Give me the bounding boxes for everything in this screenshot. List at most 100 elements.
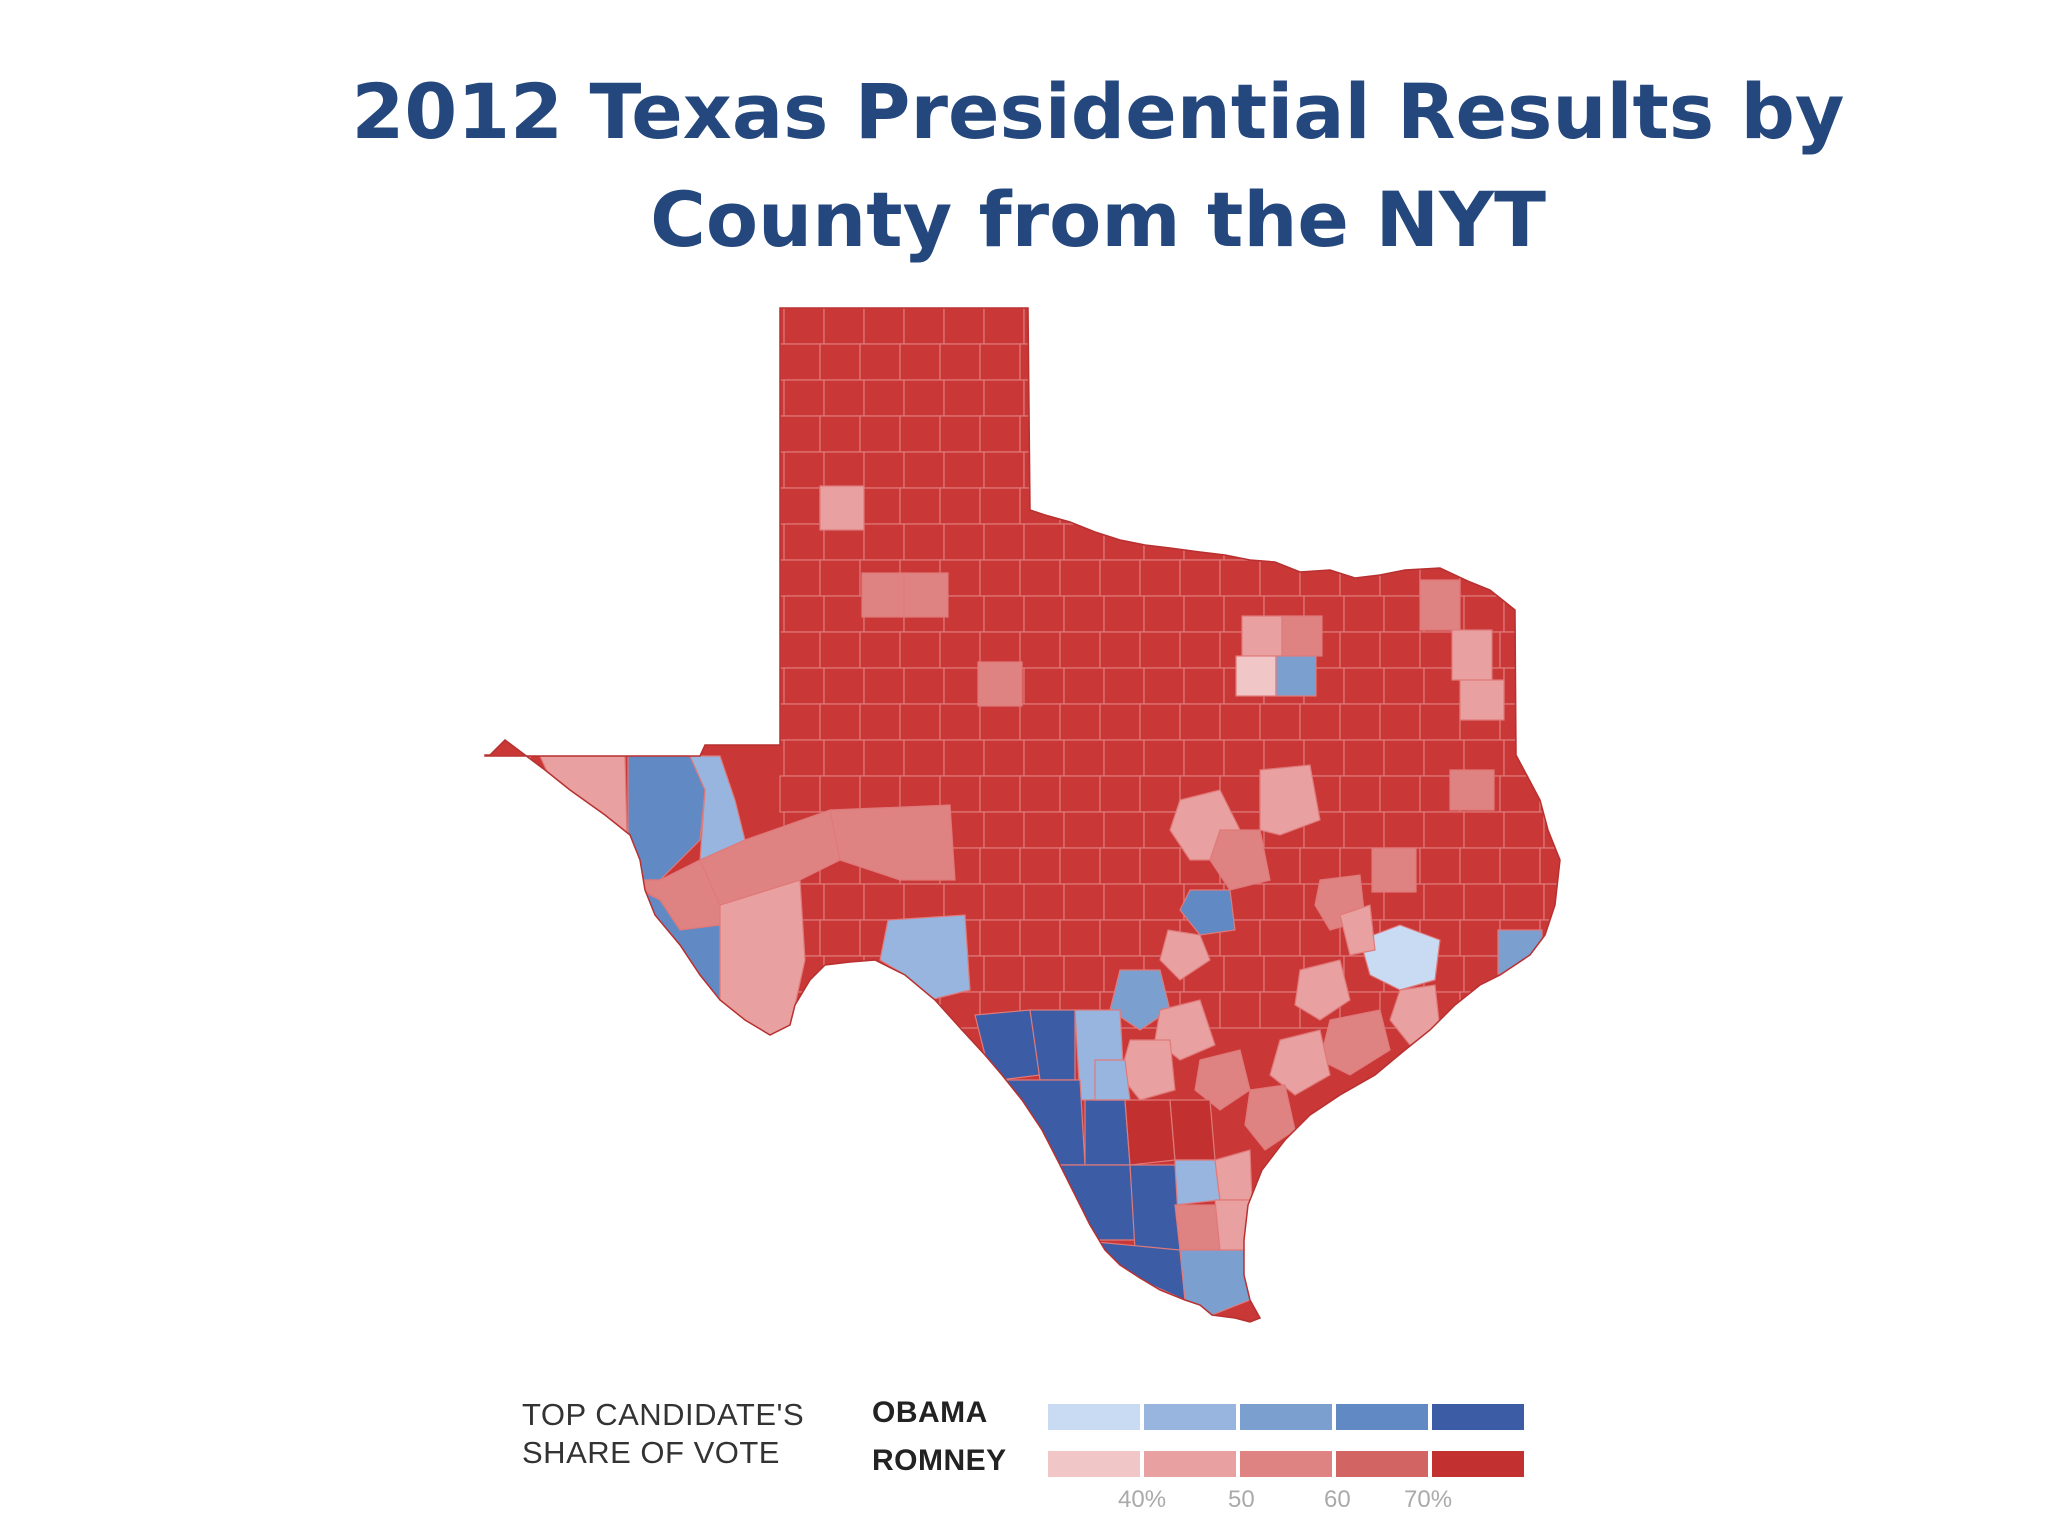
county-hays [1159,929,1211,981]
county [1339,487,1381,525]
county [1423,523,1465,561]
county [1063,595,1105,633]
county [779,343,821,381]
county [979,703,1021,741]
county [779,775,821,813]
county [1023,739,1065,777]
county [1263,523,1305,561]
county-webb [998,1079,1086,1166]
county [1023,955,1065,993]
county [823,883,865,921]
county [823,451,865,489]
county [1343,379,1385,417]
county [1539,487,1560,525]
page-title: 2012 Texas Presidential Results by Count… [0,58,2048,274]
legend-tick-70: 70% [1404,1486,1453,1513]
county [1459,919,1501,957]
county [1063,523,1105,561]
legend-tick-50: 50 [1228,1486,1255,1513]
legend-tick-40: 40% [1118,1486,1167,1513]
county [1463,811,1505,849]
county [1143,667,1185,705]
county [1023,523,1065,561]
county [1099,703,1141,741]
county [1259,703,1301,741]
county-lubbock-b [903,572,949,618]
county [1303,451,1345,489]
county [1019,343,1061,381]
county [1183,451,1225,489]
county-jim-wells [1174,1159,1221,1206]
county [1379,631,1421,669]
county [1259,991,1301,1029]
county [1543,667,1560,705]
county [939,343,981,381]
county [859,631,901,669]
romney-swatch-4 [1336,1451,1428,1477]
county [903,667,945,705]
county [1179,487,1221,525]
county [1219,415,1261,453]
county [1183,667,1225,705]
county [1063,667,1105,705]
county-calhoun [1244,1084,1296,1151]
legend-obama-scale [1048,1404,1524,1430]
county [1059,847,1101,885]
county [1223,451,1265,489]
county [1463,523,1505,561]
county [903,883,945,921]
county [899,487,941,525]
county-travis [1179,889,1236,936]
county [1143,595,1185,633]
county [1343,308,1385,345]
county [783,308,825,345]
county [1419,847,1461,885]
county [1499,775,1541,813]
county-east-d [1449,769,1495,811]
legend-caption-line-2: SHARE OF VOTE [522,1435,780,1470]
county [1059,631,1101,669]
county [1063,955,1105,993]
county [1259,919,1301,957]
county [1543,451,1560,489]
county [983,379,1025,417]
county [1383,308,1425,345]
county [943,523,985,561]
county [1303,379,1345,417]
county [1019,487,1061,525]
county [1543,739,1560,777]
county [1099,487,1141,525]
county [1379,343,1421,381]
county [863,883,905,921]
county [1503,595,1545,633]
county [1259,559,1301,597]
county [983,595,1025,633]
county [979,415,1021,453]
county-wharton [1269,1029,1331,1096]
county [1343,595,1385,633]
county [819,775,861,813]
county [1423,811,1465,849]
county [1063,811,1105,849]
county [1143,739,1185,777]
county [1539,775,1560,813]
county [779,703,821,741]
county [1423,883,1465,921]
county [899,415,941,453]
county [1103,379,1145,417]
county [859,487,901,525]
county [943,883,985,921]
romney-swatch-3 [1240,1451,1332,1477]
legend-romney-scale [1048,1451,1524,1477]
county [1383,811,1425,849]
county [1299,487,1341,525]
county [1379,703,1421,741]
county [1343,739,1385,777]
legend-romney-label: ROMNEY [872,1444,1007,1477]
county [1543,595,1560,633]
county [779,631,821,669]
county-harris [1359,924,1441,991]
obama-swatch-3 [1240,1404,1332,1430]
county [1023,667,1065,705]
county [1503,523,1545,561]
